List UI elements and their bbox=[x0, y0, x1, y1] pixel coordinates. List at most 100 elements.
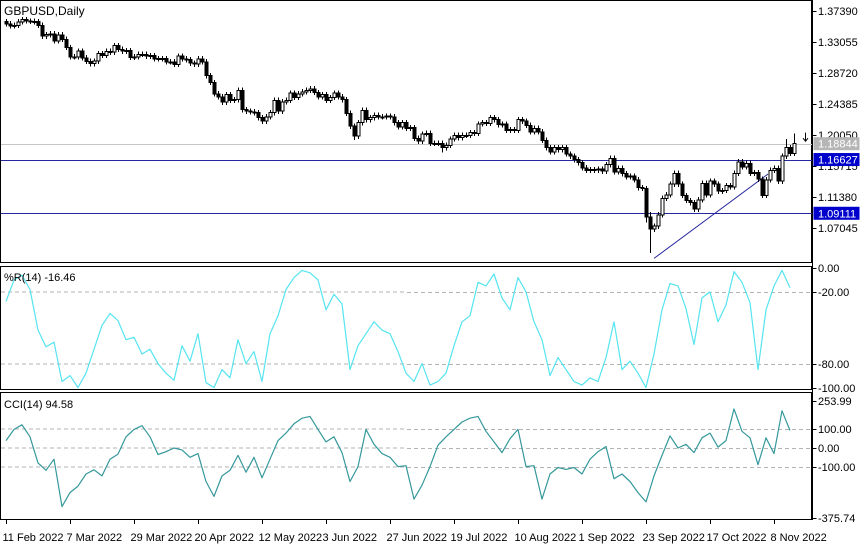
candle-body bbox=[420, 133, 425, 142]
axis-tick-label: -100.00 bbox=[818, 383, 855, 395]
candle-body bbox=[528, 124, 533, 133]
indicator-level-line bbox=[0, 363, 813, 365]
candle-body bbox=[204, 61, 209, 77]
candle-body bbox=[120, 48, 125, 52]
candle-body bbox=[80, 50, 85, 59]
candle-body bbox=[580, 162, 585, 169]
candle-body bbox=[220, 96, 225, 103]
candle-body bbox=[144, 53, 149, 57]
candle-body bbox=[548, 147, 553, 153]
time-axis-label: 17 Oct 2022 bbox=[707, 532, 767, 544]
indicator-level-line bbox=[0, 447, 813, 449]
candle-body bbox=[360, 109, 365, 124]
candle-body bbox=[648, 216, 653, 230]
candle-body bbox=[444, 144, 449, 149]
candle-body bbox=[724, 184, 729, 191]
pane-frames bbox=[0, 0, 812, 520]
candle-body bbox=[32, 20, 37, 23]
candle-body bbox=[140, 53, 145, 56]
candle-body bbox=[296, 93, 301, 99]
candle-body bbox=[696, 199, 701, 210]
price-badge-label: 1.18844 bbox=[818, 139, 858, 151]
candle-body bbox=[268, 112, 273, 118]
candle-body bbox=[504, 123, 509, 131]
cci-pane-canvas[interactable] bbox=[0, 392, 812, 520]
candle-body bbox=[608, 157, 613, 166]
candle-body bbox=[748, 162, 753, 174]
candle-body bbox=[280, 101, 285, 112]
candle-body bbox=[396, 122, 401, 128]
axis-tick-label: 1.07045 bbox=[818, 223, 858, 235]
level-price-badge bbox=[813, 153, 860, 167]
time-axis-label: 11 Feb 2022 bbox=[3, 532, 64, 544]
candle-body bbox=[332, 92, 337, 99]
candle-body bbox=[156, 58, 161, 61]
candle-body bbox=[788, 147, 793, 154]
candle-body bbox=[372, 114, 377, 119]
candle-body bbox=[400, 122, 405, 128]
candle-body bbox=[760, 178, 765, 196]
candle-body bbox=[152, 55, 157, 60]
candle-body bbox=[512, 129, 517, 132]
candle-body bbox=[260, 117, 265, 122]
candle-body bbox=[348, 112, 353, 127]
main-price-pane bbox=[1, 17, 812, 259]
axis-tick-label: 1.37390 bbox=[818, 6, 858, 18]
candle-body bbox=[28, 20, 33, 23]
indicator-level-line bbox=[0, 291, 813, 293]
candle-body bbox=[148, 55, 153, 58]
candle-body bbox=[496, 119, 501, 126]
wpr-pane-canvas[interactable] bbox=[0, 266, 812, 390]
time-axis-label: 27 Jun 2022 bbox=[387, 532, 448, 544]
candle-body bbox=[228, 94, 233, 101]
candle-body bbox=[432, 142, 437, 145]
candle-body bbox=[736, 161, 741, 174]
candle-body bbox=[472, 132, 477, 135]
candle-body bbox=[536, 127, 541, 133]
candle-body bbox=[744, 162, 749, 168]
candle-body bbox=[784, 147, 789, 157]
trendline[interactable] bbox=[653, 173, 769, 259]
candle-body bbox=[700, 182, 705, 201]
candle-body bbox=[104, 50, 109, 56]
candle-body bbox=[576, 159, 581, 164]
price-badge-label: 1.16627 bbox=[818, 155, 858, 167]
last-price-marker-icon bbox=[802, 132, 809, 142]
candle-body bbox=[176, 55, 181, 65]
candle-body bbox=[708, 180, 713, 196]
candle-body bbox=[320, 94, 325, 98]
candle-body bbox=[560, 147, 565, 151]
candle-body bbox=[208, 75, 213, 84]
candle-body bbox=[24, 19, 29, 22]
candle-body bbox=[36, 21, 41, 26]
candle-body bbox=[20, 19, 25, 23]
candle-body bbox=[324, 94, 329, 101]
cci-indicator-label: CCI(14) 94.58 bbox=[4, 399, 73, 411]
candle-body bbox=[716, 183, 721, 192]
candle-body bbox=[376, 114, 381, 118]
candle-body bbox=[312, 88, 317, 94]
candle-body bbox=[428, 132, 433, 144]
axis-tick-label: -375.74 bbox=[818, 513, 855, 525]
candle-body bbox=[192, 62, 197, 65]
axis-tick-label: 253.99 bbox=[818, 396, 852, 408]
main-pane-canvas[interactable] bbox=[0, 0, 812, 263]
time-axis-label: 20 Apr 2022 bbox=[195, 532, 254, 544]
candle-body bbox=[488, 117, 493, 124]
axis-tick-label: -20.00 bbox=[818, 287, 849, 299]
candle-body bbox=[680, 183, 685, 196]
candle-body bbox=[200, 58, 205, 63]
candle-body bbox=[132, 56, 137, 59]
candle-body bbox=[456, 134, 461, 139]
candle-body bbox=[628, 175, 633, 178]
candle-body bbox=[68, 46, 73, 58]
candle-body bbox=[524, 120, 529, 126]
candle-body bbox=[196, 58, 201, 65]
candle-body bbox=[212, 82, 217, 95]
candle-body bbox=[584, 167, 589, 171]
candle-body bbox=[424, 132, 429, 135]
candle-body bbox=[172, 61, 177, 65]
candle-body bbox=[184, 58, 189, 61]
axis-tick-label: -80.00 bbox=[818, 359, 849, 371]
